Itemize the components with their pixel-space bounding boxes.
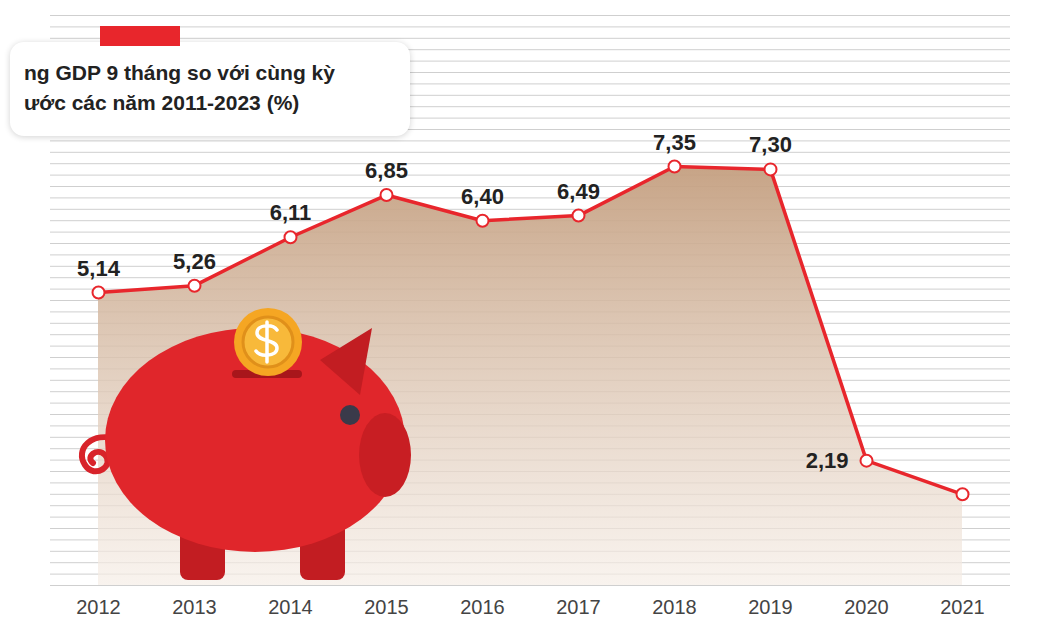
svg-text:5,14: 5,14	[77, 256, 121, 281]
svg-text:2014: 2014	[268, 596, 313, 618]
svg-text:6,11: 6,11	[270, 200, 312, 225]
svg-text:2021: 2021	[940, 596, 985, 618]
svg-text:2012: 2012	[76, 596, 121, 618]
svg-text:6,40: 6,40	[461, 184, 504, 209]
svg-text:2017: 2017	[556, 596, 601, 618]
svg-text:5,26: 5,26	[173, 249, 216, 274]
svg-text:2013: 2013	[172, 596, 217, 618]
svg-text:7,30: 7,30	[749, 132, 792, 157]
html-text:ước các năm 2011-2023 (%): ước các năm 2011-2023 (%)	[24, 91, 300, 114]
svg-text:2020: 2020	[844, 596, 889, 618]
svg-text:7,35: 7,35	[653, 130, 696, 155]
svg-text:6,49: 6,49	[557, 179, 600, 204]
svg-text:2018: 2018	[652, 596, 697, 618]
svg-text:6,85: 6,85	[365, 158, 408, 183]
svg-text:2015: 2015	[364, 596, 409, 618]
svg-text:2,19: 2,19	[806, 448, 849, 473]
html-text:ng GDP 9 tháng so với cùng kỳ: ng GDP 9 tháng so với cùng kỳ	[24, 61, 335, 84]
svg-text:2019: 2019	[748, 596, 793, 618]
svg-text:2016: 2016	[460, 596, 505, 618]
